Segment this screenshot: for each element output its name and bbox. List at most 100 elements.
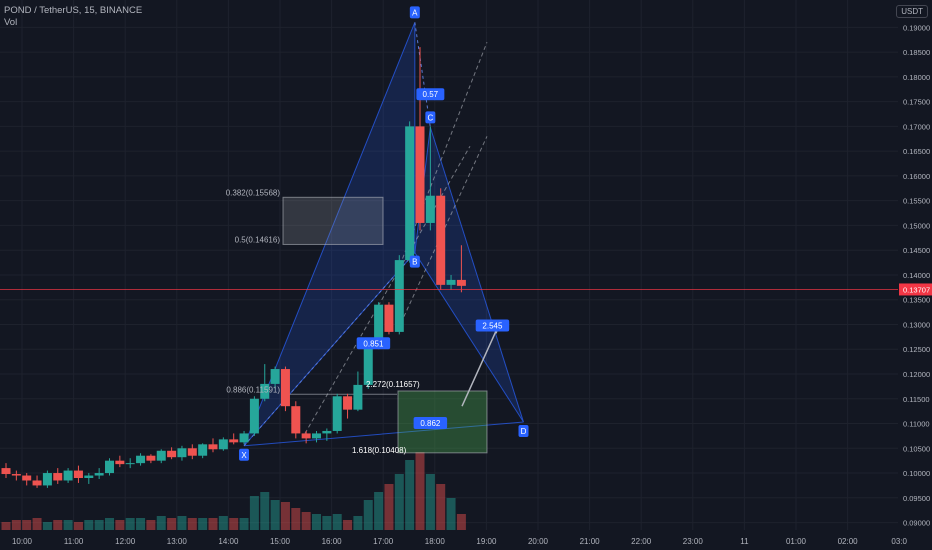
- price-tick: 0.15500: [903, 197, 930, 206]
- volume-bar: [322, 516, 332, 530]
- candle-up: [353, 384, 363, 410]
- volume-bar: [218, 516, 228, 530]
- candle-up: [446, 279, 456, 285]
- volume-bar: [105, 518, 114, 530]
- fib-level-label: 2.272(0.11657): [366, 380, 420, 389]
- time-axis: [0, 530, 932, 550]
- candle-up: [312, 433, 321, 439]
- candle-down: [291, 406, 301, 434]
- price-tick: 0.12000: [903, 370, 930, 379]
- pattern-xb-dash: [243, 252, 416, 447]
- volume-bar: [1, 522, 11, 530]
- candle-up: [363, 346, 373, 385]
- volume-bar: [425, 474, 435, 530]
- price-tick: 0.13500: [903, 296, 930, 305]
- candle-up: [105, 460, 114, 474]
- candle-up: [63, 470, 73, 481]
- candle-up: [322, 430, 332, 434]
- volume-bar: [301, 512, 311, 530]
- channel-dash: [399, 42, 488, 266]
- price-tick: 0.13000: [903, 320, 930, 329]
- ratio-label: 0.57: [423, 90, 439, 99]
- volume-bar: [405, 460, 415, 530]
- volume-bar: [239, 518, 249, 530]
- volume-bar: [249, 496, 259, 530]
- volume-bar: [167, 518, 177, 530]
- volume-bar: [42, 522, 52, 530]
- candle-up: [177, 448, 187, 458]
- time-tick: 01:00: [786, 537, 807, 546]
- candle-down: [436, 195, 446, 285]
- volume-bar: [363, 500, 373, 530]
- candle-down: [280, 369, 290, 407]
- volume-bar: [229, 518, 239, 530]
- time-tick: 13:00: [167, 537, 188, 546]
- time-tick: 21:00: [580, 537, 601, 546]
- point-label: C: [427, 113, 433, 122]
- point-label: X: [241, 451, 247, 460]
- price-tick: 0.15000: [903, 221, 930, 230]
- price-tick: 0.09500: [903, 494, 930, 503]
- last-price-badge: [899, 283, 932, 296]
- candle-up: [394, 260, 404, 332]
- price-tick: 0.16500: [903, 147, 930, 156]
- price-tick: 0.16000: [903, 172, 930, 181]
- volume-bar: [73, 522, 83, 530]
- time-tick: 15:00: [270, 537, 291, 546]
- pattern-xd-line: [244, 421, 524, 447]
- volume-bar: [187, 518, 197, 530]
- symbol-title[interactable]: POND / TetherUS, 15, BINANCE: [4, 5, 143, 16]
- candle-down: [456, 279, 466, 286]
- volume-bar: [136, 518, 146, 530]
- time-tick: 22:00: [631, 537, 652, 546]
- candle-down: [146, 455, 156, 461]
- candle-up: [198, 444, 208, 456]
- volume-bar: [22, 520, 32, 530]
- volume-bar: [94, 520, 104, 530]
- candle-up: [405, 126, 415, 261]
- candle-down: [11, 474, 21, 476]
- price-tick: 0.17000: [903, 122, 930, 131]
- candle-down: [73, 470, 83, 478]
- fib-level-label: 0.5(0.14616): [235, 235, 281, 244]
- ratio-label: 0.862: [420, 419, 441, 428]
- volume-bar: [446, 498, 456, 530]
- volume-bar: [332, 514, 342, 530]
- price-tick: 0.17500: [903, 98, 930, 107]
- time-tick: 12:00: [115, 537, 136, 546]
- candle-down: [343, 396, 353, 410]
- ratio-badge: [413, 417, 448, 430]
- time-tick: 11:00: [64, 537, 84, 546]
- time-tick: 10:00: [12, 537, 33, 546]
- candle-up: [136, 455, 146, 464]
- candle-down: [415, 126, 425, 223]
- last-price-value: 0.13707: [903, 285, 930, 294]
- currency-button[interactable]: USDT: [896, 5, 928, 18]
- candle-down: [229, 439, 239, 443]
- point-badge: [409, 6, 420, 19]
- ratio-badge: [356, 337, 391, 350]
- candle-down: [1, 468, 11, 475]
- fib-level-label: 1.618(0.10408): [352, 446, 407, 455]
- volume-bar: [208, 518, 218, 530]
- point-badge: [409, 255, 420, 268]
- volume-bar: [125, 518, 135, 530]
- time-tick: 17:00: [373, 537, 394, 546]
- candle-down: [301, 433, 311, 439]
- point-badge: [518, 425, 529, 438]
- candle-up: [84, 475, 94, 478]
- candle-down: [208, 444, 218, 450]
- volume-bar: [177, 516, 187, 530]
- volume-bar: [415, 452, 425, 530]
- fib-level-label: 0.382(0.15568): [226, 188, 281, 197]
- volume-bar: [53, 520, 63, 530]
- point-label: B: [412, 258, 417, 267]
- volume-bar: [291, 508, 301, 530]
- volume-bar: [394, 474, 404, 530]
- candle-up: [156, 450, 166, 461]
- candle-down: [53, 473, 63, 481]
- point-label: A: [412, 8, 418, 17]
- candle-down: [115, 460, 125, 465]
- volume-bar: [343, 520, 353, 530]
